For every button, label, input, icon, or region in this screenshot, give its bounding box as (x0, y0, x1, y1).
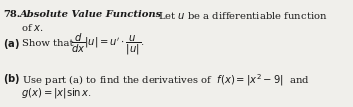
Text: $\dfrac{d}{dx}|u| = u'\cdot\dfrac{u}{|u|}.$: $\dfrac{d}{dx}|u| = u'\cdot\dfrac{u}{|u|… (71, 31, 144, 57)
Text: $g(x) = |x|\sin x.$: $g(x) = |x|\sin x.$ (21, 86, 92, 100)
Text: Show that: Show that (22, 39, 73, 48)
Text: $\mathbf{(a)}$: $\mathbf{(a)}$ (3, 37, 20, 51)
Text: Let $\mathit{u}$ be a differentiable function: Let $\mathit{u}$ be a differentiable fun… (158, 10, 328, 21)
Text: of $\mathit{x}$.: of $\mathit{x}$. (21, 22, 44, 33)
Text: 78.: 78. (3, 10, 20, 19)
Text: Absolute Value Functions: Absolute Value Functions (19, 10, 162, 19)
Text: $\mathbf{(b)}$: $\mathbf{(b)}$ (3, 72, 20, 86)
Text: Use part (a) to find the derivatives of  $f(x) = |x^2 - 9|$  and: Use part (a) to find the derivatives of … (22, 72, 310, 88)
